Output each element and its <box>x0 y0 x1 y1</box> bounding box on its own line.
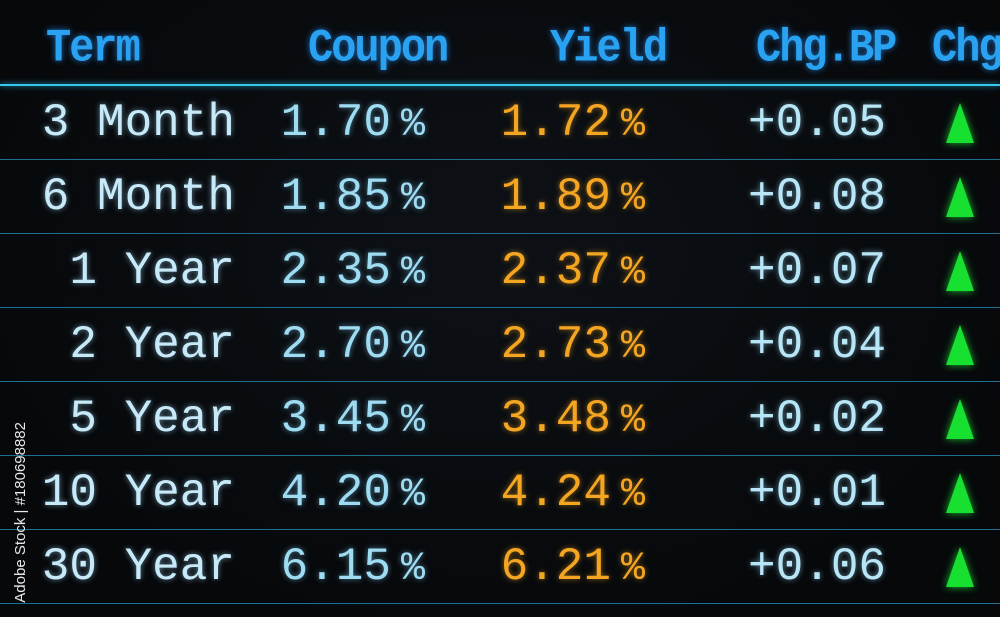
percent-sign: % <box>620 399 645 444</box>
yield-value: 6.21 <box>500 541 611 593</box>
yield-cell: 1.72% <box>501 98 645 151</box>
table-row: 30 Year 6.15% 6.21% +0.06 <box>0 530 1000 604</box>
up-arrow-icon <box>946 399 974 439</box>
chg-bp-cell: +0.01 <box>748 467 887 519</box>
coupon-value: 1.70 <box>280 97 391 149</box>
yield-value: 2.73 <box>500 319 611 371</box>
up-arrow-icon <box>946 177 974 217</box>
term-cell: 3 Month <box>41 97 235 149</box>
coupon-cell: 2.35% <box>281 246 425 299</box>
yield-cell: 4.24% <box>501 468 645 521</box>
yield-value: 2.37 <box>500 245 611 297</box>
coupon-value: 4.20 <box>280 467 391 519</box>
row-divider <box>0 233 1000 234</box>
up-arrow-icon <box>946 251 974 291</box>
yield-cell: 1.89% <box>501 172 645 225</box>
percent-sign: % <box>400 547 425 592</box>
chg-bp-cell: +0.08 <box>748 171 887 223</box>
yield-cell: 2.37% <box>501 246 645 299</box>
table-row: 5 Year 3.45% 3.48% +0.02 <box>0 382 1000 456</box>
percent-sign: % <box>400 473 425 518</box>
coupon-cell: 6.15% <box>281 542 425 595</box>
coupon-value: 1.85 <box>280 171 391 223</box>
percent-sign: % <box>620 103 645 148</box>
header-coupon: Coupon <box>308 22 449 75</box>
row-divider <box>0 455 1000 456</box>
header-yield: Yield <box>550 22 668 75</box>
table-row: 2 Year 2.70% 2.73% +0.04 <box>0 308 1000 382</box>
percent-sign: % <box>620 473 645 518</box>
row-divider <box>0 159 1000 160</box>
yield-value: 1.89 <box>500 171 611 223</box>
table-row: 6 Month 1.85% 1.89% +0.08 <box>0 160 1000 234</box>
row-divider <box>0 307 1000 308</box>
percent-sign: % <box>620 177 645 222</box>
percent-sign: % <box>400 325 425 370</box>
percent-sign: % <box>400 103 425 148</box>
percent-sign: % <box>400 251 425 296</box>
header-chg: Chg <box>932 22 1000 75</box>
term-cell: 2 Year <box>69 319 235 371</box>
coupon-value: 6.15 <box>280 541 391 593</box>
coupon-value: 3.45 <box>280 393 391 445</box>
coupon-value: 2.35 <box>280 245 391 297</box>
row-divider <box>0 381 1000 382</box>
yield-cell: 6.21% <box>501 542 645 595</box>
watermark: Adobe Stock | #180698882 <box>12 422 29 603</box>
term-cell: 30 Year <box>41 541 235 593</box>
table-row: 10 Year 4.20% 4.24% +0.01 <box>0 456 1000 530</box>
yield-value: 3.48 <box>500 393 611 445</box>
header-term: Term <box>46 22 141 75</box>
table-row: 3 Month 1.70% 1.72% +0.05 <box>0 86 1000 160</box>
up-arrow-icon <box>946 325 974 365</box>
up-arrow-icon <box>946 547 974 587</box>
up-arrow-icon <box>946 103 974 143</box>
coupon-value: 2.70 <box>280 319 391 371</box>
term-cell: 10 Year <box>41 467 235 519</box>
percent-sign: % <box>620 547 645 592</box>
coupon-cell: 1.85% <box>281 172 425 225</box>
percent-sign: % <box>400 177 425 222</box>
coupon-cell: 4.20% <box>281 468 425 521</box>
header-chg-bp: Chg.BP <box>756 22 897 75</box>
percent-sign: % <box>620 251 645 296</box>
term-cell: 6 Month <box>41 171 235 223</box>
percent-sign: % <box>400 399 425 444</box>
term-cell: 5 Year <box>69 393 235 445</box>
coupon-cell: 2.70% <box>281 320 425 373</box>
chg-bp-cell: +0.06 <box>748 541 887 593</box>
header-divider <box>0 84 1000 86</box>
yield-value: 4.24 <box>500 467 611 519</box>
row-divider <box>0 603 1000 604</box>
coupon-cell: 3.45% <box>281 394 425 447</box>
chg-bp-cell: +0.05 <box>748 97 887 149</box>
yield-cell: 3.48% <box>501 394 645 447</box>
term-cell: 1 Year <box>69 245 235 297</box>
yield-value: 1.72 <box>500 97 611 149</box>
row-divider <box>0 529 1000 530</box>
up-arrow-icon <box>946 473 974 513</box>
chg-bp-cell: +0.04 <box>748 319 887 371</box>
chg-bp-cell: +0.02 <box>748 393 887 445</box>
coupon-cell: 1.70% <box>281 98 425 151</box>
yield-cell: 2.73% <box>501 320 645 373</box>
table-row: 1 Year 2.35% 2.37% +0.07 <box>0 234 1000 308</box>
chg-bp-cell: +0.07 <box>748 245 887 297</box>
percent-sign: % <box>620 325 645 370</box>
